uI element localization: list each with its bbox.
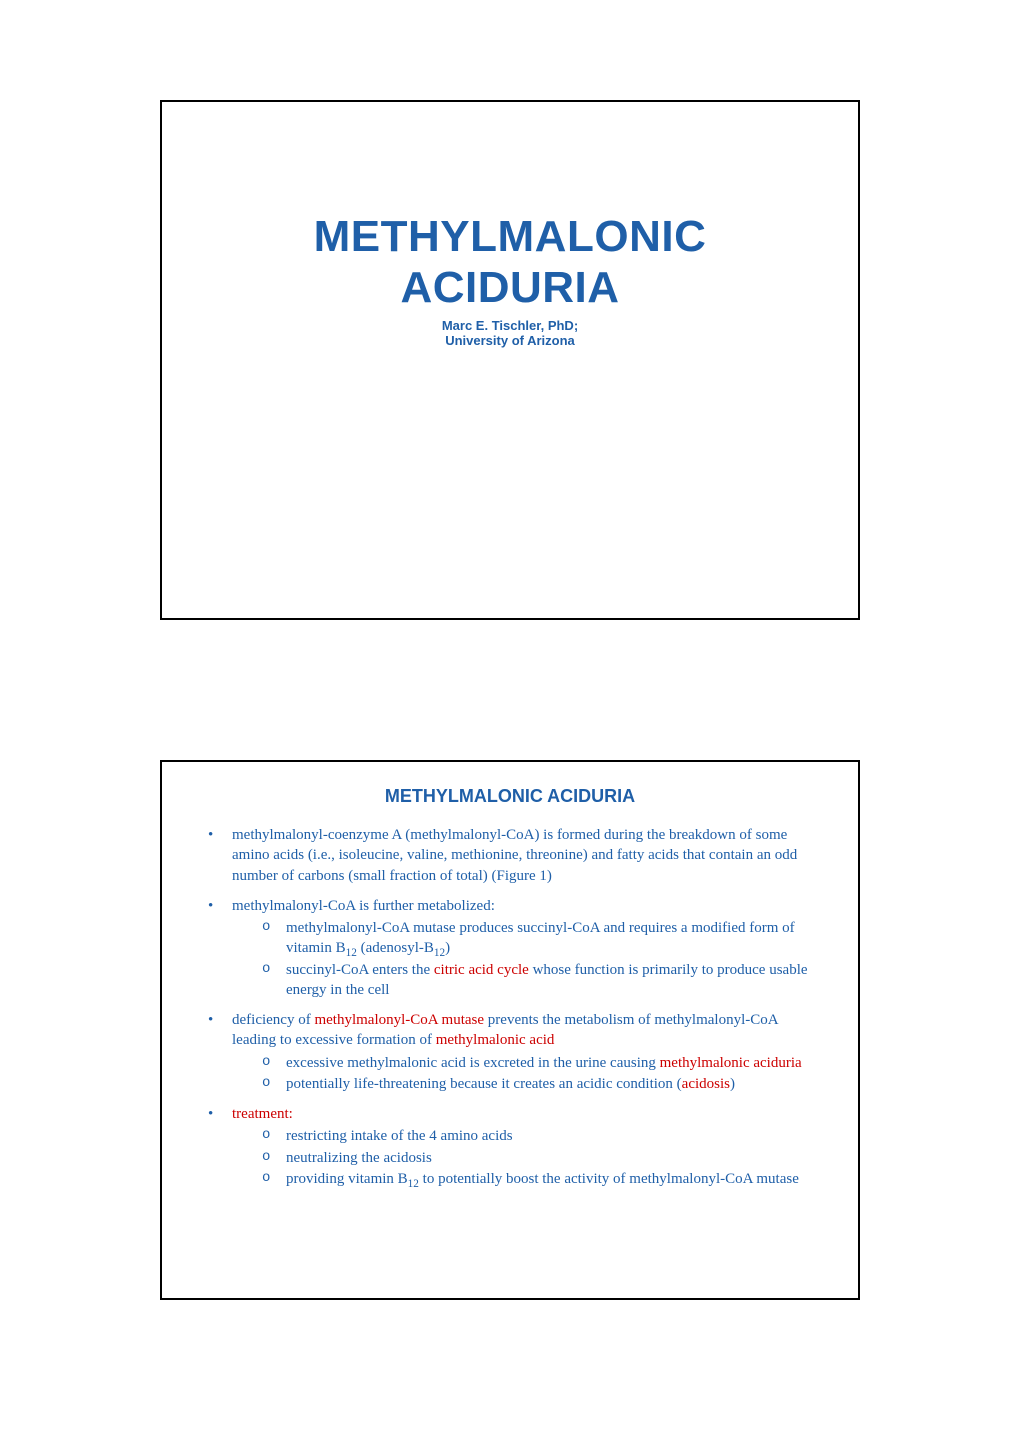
sub-4-3a: providing vitamin B <box>286 1171 408 1187</box>
document-page: METHYLMALONIC ACIDURIA Marc E. Tischler,… <box>0 0 1020 1360</box>
sub-2-1-sub1: 12 <box>346 947 357 959</box>
sub-4-3b: to potentially boost the activity of met… <box>419 1171 799 1187</box>
sub-3-1a: excessive methylmalonic acid is excreted… <box>286 1055 660 1071</box>
sublist-4: restricting intake of the 4 amino acids … <box>232 1126 818 1189</box>
main-title-line2: ACIDURIA <box>400 263 619 314</box>
sub-2-1c: ) <box>445 940 450 956</box>
sub-2-1: methylmalonyl-CoA mutase produces succin… <box>258 918 818 959</box>
sub-4-2: neutralizing the acidosis <box>258 1148 818 1168</box>
sub-4-2-text: neutralizing the acidosis <box>286 1150 432 1166</box>
bullet-3d: methylmalonic acid <box>436 1032 555 1048</box>
sub-4-3: providing vitamin B12 to potentially boo… <box>258 1169 818 1189</box>
bullet-item-4: treatment: restricting intake of the 4 a… <box>202 1104 818 1189</box>
sub-4-1: restricting intake of the 4 amino acids <box>258 1126 818 1146</box>
sublist-2: methylmalonyl-CoA mutase produces succin… <box>232 918 818 1000</box>
sub-3-1: excessive methylmalonic acid is excreted… <box>258 1053 818 1073</box>
bullet-1-text: methylmalonyl-coenzyme A (methylmalonyl-… <box>232 827 797 884</box>
sub-2-1-sub2: 12 <box>434 947 445 959</box>
bullet-item-1: methylmalonyl-coenzyme A (methylmalonyl-… <box>202 825 818 886</box>
sub-3-2c: ) <box>730 1076 735 1092</box>
main-title-line1: METHYLMALONIC <box>314 212 707 263</box>
sub-2-1b: (adenosyl-B <box>357 940 434 956</box>
sub-2-2a: succinyl-CoA enters the <box>286 962 434 978</box>
author-line: Marc E. Tischler, PhD; <box>442 318 578 333</box>
bullet-2-intro: methylmalonyl-CoA is further metabolized… <box>232 898 495 914</box>
title-block: METHYLMALONIC ACIDURIA Marc E. Tischler,… <box>178 118 842 602</box>
slide-heading: METHYLMALONIC ACIDURIA <box>202 786 818 807</box>
slide-content: METHYLMALONIC ACIDURIA methylmalonyl-coe… <box>160 760 860 1300</box>
bullet-list: methylmalonyl-coenzyme A (methylmalonyl-… <box>202 825 818 1189</box>
sub-3-1b: methylmalonic aciduria <box>660 1055 802 1071</box>
bullet-3b: methylmalonyl-CoA mutase <box>314 1012 484 1028</box>
sub-3-2a: potentially life-threatening because it … <box>286 1076 682 1092</box>
sub-3-2: potentially life-threatening because it … <box>258 1074 818 1094</box>
bullet-3a: deficiency of <box>232 1012 314 1028</box>
affiliation-line: University of Arizona <box>445 333 575 348</box>
bullet-item-3: deficiency of methylmalonyl-CoA mutase p… <box>202 1010 818 1094</box>
bullet-4-intro: treatment: <box>232 1106 293 1122</box>
sub-4-3-sub: 12 <box>408 1178 419 1190</box>
sub-2-2: succinyl-CoA enters the citric acid cycl… <box>258 960 818 1001</box>
slide-title: METHYLMALONIC ACIDURIA Marc E. Tischler,… <box>160 100 860 620</box>
sublist-3: excessive methylmalonic acid is excreted… <box>232 1053 818 1095</box>
bullet-item-2: methylmalonyl-CoA is further metabolized… <box>202 896 818 1000</box>
sub-2-2b: citric acid cycle <box>434 962 529 978</box>
sub-3-2b: acidosis <box>682 1076 730 1092</box>
sub-4-1-text: restricting intake of the 4 amino acids <box>286 1128 513 1144</box>
